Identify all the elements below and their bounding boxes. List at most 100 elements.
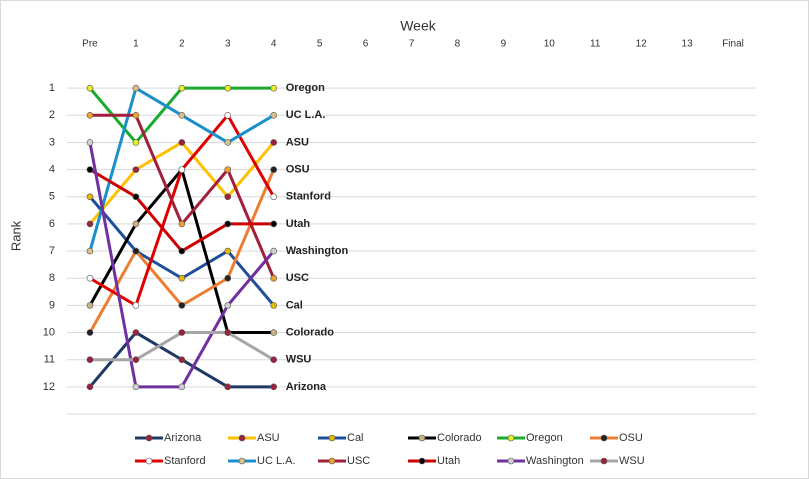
end-label: UC L.A. [286, 109, 326, 121]
legend-label: UC L.A. [257, 455, 296, 467]
point [132, 84, 140, 92]
point [270, 139, 278, 146]
end-label: Oregon [286, 82, 325, 94]
point [270, 84, 278, 92]
x-tick-label: 2 [179, 39, 185, 50]
point [270, 383, 278, 391]
point [86, 247, 94, 255]
x-tick-label: 8 [455, 39, 461, 50]
point [270, 302, 278, 309]
point [178, 302, 186, 309]
y-tick-label: 2 [49, 109, 55, 121]
end-label: OSU [286, 164, 310, 176]
end-label: Stanford [286, 191, 331, 203]
y-tick-label: 5 [49, 191, 55, 203]
point [270, 274, 278, 282]
legend-marker [328, 434, 336, 442]
legend-marker [507, 434, 515, 442]
legend-marker [418, 434, 426, 442]
point [224, 193, 232, 201]
point [132, 220, 140, 228]
point [86, 329, 94, 336]
point [224, 139, 232, 146]
y-tick-label: 12 [43, 381, 55, 393]
x-tick-label: 1 [133, 39, 139, 50]
point [224, 112, 232, 119]
legend-label: USC [347, 455, 370, 467]
point [86, 383, 94, 391]
x-tick-label: 6 [363, 39, 369, 50]
y-tick-label: 4 [49, 164, 55, 176]
point [86, 139, 94, 146]
point [86, 274, 94, 282]
point [132, 166, 140, 173]
legend-marker [328, 457, 336, 465]
point [178, 274, 186, 282]
end-label: Cal [286, 299, 303, 311]
point [86, 112, 94, 119]
point [132, 302, 140, 309]
point [132, 247, 140, 255]
y-tick-label: 6 [49, 218, 55, 230]
point [178, 139, 186, 146]
point [224, 329, 232, 336]
point [224, 274, 232, 282]
point [270, 220, 278, 228]
point [270, 166, 278, 173]
point [86, 302, 94, 309]
x-tick-label: 9 [501, 39, 507, 50]
x-tick-label: 13 [682, 39, 694, 50]
point [178, 329, 186, 336]
point [178, 247, 186, 255]
point [132, 383, 140, 391]
legend-label: Cal [347, 432, 364, 444]
point [224, 166, 232, 173]
y-tick-label: 11 [44, 354, 55, 366]
point [132, 356, 140, 363]
x-tick-label: 7 [409, 39, 415, 50]
point [178, 112, 186, 119]
end-label: Colorado [286, 326, 335, 338]
end-label: USC [286, 272, 309, 284]
x-tick-label: Pre [82, 39, 98, 50]
y-tick-label: 8 [49, 272, 55, 284]
legend-marker [238, 434, 246, 442]
point [86, 84, 94, 92]
point [86, 356, 94, 363]
point [178, 383, 186, 391]
point [132, 193, 140, 201]
point [132, 329, 140, 336]
y-tick-label: 9 [49, 299, 55, 311]
point [86, 166, 94, 173]
legend-label: Washington [526, 455, 584, 467]
y-tick-label: 1 [49, 82, 55, 94]
point [224, 84, 232, 92]
legend-marker [145, 457, 153, 465]
point [224, 220, 232, 228]
end-label: ASU [286, 136, 309, 148]
point [224, 302, 232, 309]
legend-marker [600, 434, 608, 442]
x-tick-label: 3 [225, 39, 231, 50]
y-tick-label: 7 [49, 245, 55, 257]
point [270, 247, 278, 255]
legend-marker [600, 457, 608, 465]
y-tick-label: 10 [43, 326, 55, 338]
legend-label: Utah [437, 455, 460, 467]
x-tick-label: 10 [544, 39, 556, 50]
legend-label: Arizona [164, 432, 202, 444]
y-axis-title: Rank [8, 220, 23, 251]
x-tick-label: 5 [317, 39, 323, 50]
legend-marker [238, 457, 246, 465]
point [270, 329, 278, 336]
legend-label: Oregon [526, 432, 563, 444]
x-tick-label: 11 [590, 39, 601, 50]
point [178, 166, 186, 173]
x-tick-label: 4 [271, 39, 277, 50]
x-tick-label: 12 [636, 39, 648, 50]
end-label: Washington [286, 245, 349, 257]
legend-label: WSU [619, 455, 645, 467]
x-tick-label: Final [722, 39, 744, 50]
point [224, 383, 232, 391]
